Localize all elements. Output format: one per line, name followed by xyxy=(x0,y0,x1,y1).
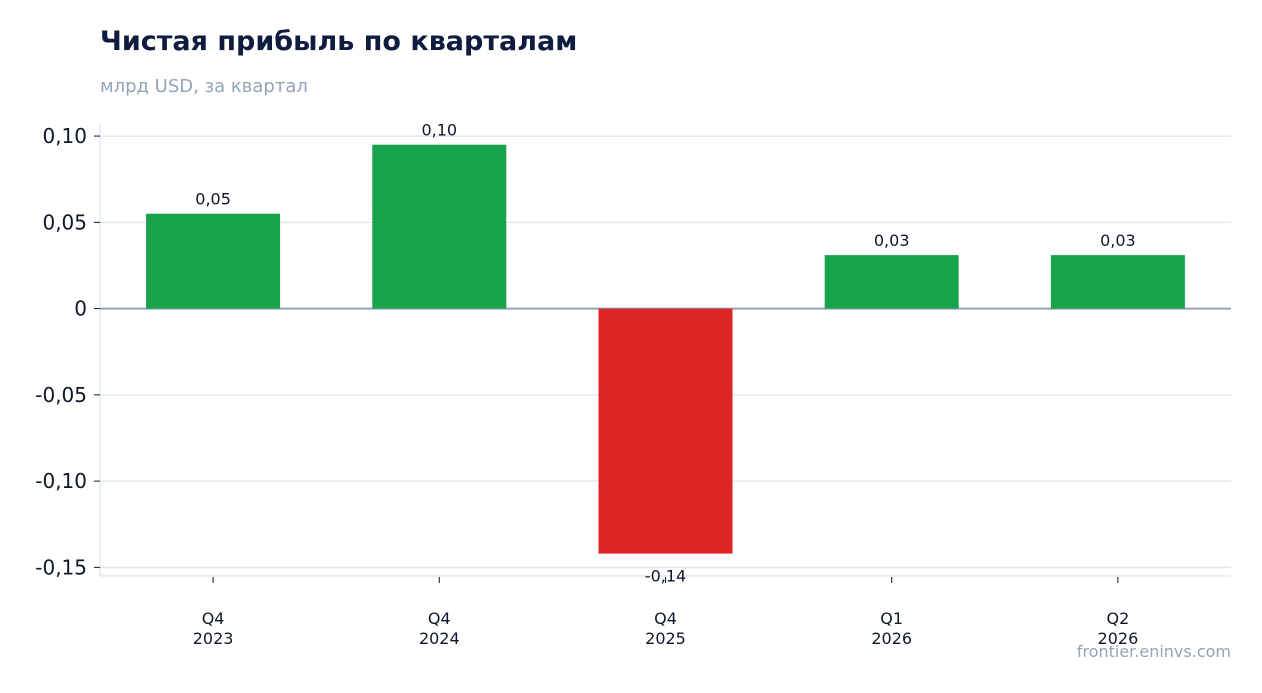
watermark: frontier.eninvs.com xyxy=(1076,642,1231,661)
y-tick-label: -0,05 xyxy=(35,383,87,407)
labels: 0,05 0,10 -0,14 0,03 0,03 xyxy=(195,121,1135,586)
x-tick-label: Q4 2023 xyxy=(193,609,234,648)
x-tick-label: Q4 2024 xyxy=(419,609,460,648)
bars xyxy=(146,144,1185,554)
y-tick-label: 0,10 xyxy=(42,124,87,148)
chart-title: Чистая прибыль по кварталам xyxy=(100,26,578,57)
data-label: 0,03 xyxy=(874,231,910,250)
data-label: -0,14 xyxy=(645,567,686,586)
data-label: 0,05 xyxy=(195,190,231,209)
chart-subtitle: млрд USD, за квартал xyxy=(100,76,308,97)
bar xyxy=(146,213,281,309)
x-tick-label: Q4 2025 xyxy=(645,609,686,648)
axes: 0,10 0,05 0 -0,05 -0,10 -0,15 Q4 2023 Q4 2024 Q4 20… xyxy=(35,124,1231,648)
y-tick-label: 0 xyxy=(74,297,87,321)
x-tick-label: Q2 2026 xyxy=(1098,609,1139,648)
y-tick-label: -0,15 xyxy=(35,555,87,579)
x-tick-label: Q1 2026 xyxy=(871,609,912,648)
data-label: 0,10 xyxy=(421,121,457,140)
bar xyxy=(372,144,507,309)
bar xyxy=(1050,255,1185,309)
grid-lines xyxy=(100,135,1231,569)
data-label: 0,03 xyxy=(1100,231,1136,250)
bar xyxy=(598,308,733,554)
y-tick-label: -0,10 xyxy=(35,469,87,493)
y-tick-label: 0,05 xyxy=(42,210,87,234)
bar xyxy=(824,255,959,309)
